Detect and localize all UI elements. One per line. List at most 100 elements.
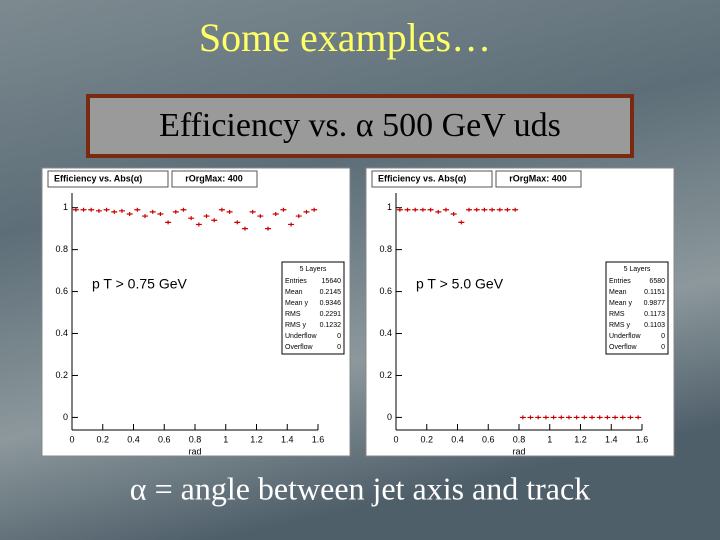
x-tick-label: 1.6 — [636, 434, 649, 444]
tab — [495, 170, 582, 188]
stats-box — [281, 261, 345, 355]
y-tick-label: 0.8 — [379, 244, 392, 254]
stats-value: 0 — [661, 344, 665, 351]
data-point — [180, 207, 187, 212]
data-point — [118, 208, 125, 213]
y-tick-label: 0.6 — [55, 286, 68, 296]
y-tick-label: 0.4 — [379, 328, 392, 338]
data-point — [496, 207, 503, 212]
data-point — [596, 415, 603, 420]
data-point — [288, 222, 295, 227]
stats-box — [605, 261, 669, 355]
data-point — [619, 415, 626, 420]
y-tick-label: 0.8 — [55, 244, 68, 254]
data-point — [635, 415, 642, 420]
data-point — [241, 226, 248, 231]
x-tick-label: 1.2 — [574, 434, 587, 444]
x-tick-label: 0.8 — [513, 434, 526, 444]
data-point — [172, 209, 179, 214]
y-tick-label: 0.2 — [55, 370, 68, 380]
x-tick-label: 0.8 — [189, 434, 202, 444]
stats-value: 0.9346 — [320, 300, 342, 307]
data-point — [535, 415, 542, 420]
data-point — [280, 207, 287, 212]
y-tick-label: 0 — [387, 412, 392, 422]
data-point — [542, 415, 549, 420]
y-tick-label: 1 — [63, 202, 68, 212]
stats-value: 0 — [337, 333, 341, 340]
stats-value: 0.9877 — [644, 300, 666, 307]
stats-value: 0 — [661, 333, 665, 340]
stats-label: Mean y — [285, 300, 308, 307]
data-point — [573, 415, 580, 420]
data-point — [80, 207, 87, 212]
data-point — [88, 207, 95, 212]
y-tick-label: 0.6 — [379, 286, 392, 296]
stats-value: 0.2145 — [320, 289, 342, 296]
stats-label: RMS y — [285, 322, 307, 329]
y-tick-label: 0.4 — [55, 328, 68, 338]
data-point — [558, 415, 565, 420]
stats-label: Entries — [285, 278, 307, 285]
data-point — [527, 415, 534, 420]
data-point — [604, 415, 611, 420]
y-tick-label: 1 — [387, 202, 392, 212]
data-point — [303, 209, 310, 214]
x-tick-label: 1 — [547, 434, 552, 444]
x-tick-label: 0 — [69, 434, 74, 444]
stats-label: Entries — [609, 278, 631, 285]
data-point — [149, 209, 156, 214]
data-point — [504, 207, 511, 212]
stats-label: RMS y — [609, 322, 631, 329]
data-point — [458, 220, 465, 225]
data-point — [165, 220, 172, 225]
annotation: p T > 0.75 GeV — [92, 276, 187, 292]
data-point — [419, 207, 426, 212]
data-point — [519, 415, 526, 420]
stats-value: 15640 — [322, 278, 342, 285]
data-point — [226, 209, 233, 214]
data-point — [435, 209, 442, 214]
tab-label: rOrgMax: 400 — [509, 173, 567, 183]
stats-label: Mean — [609, 289, 627, 296]
stats-value: 0.1151 — [644, 289, 665, 296]
data-point — [249, 209, 256, 214]
y-tick-label: 0.2 — [379, 370, 392, 380]
data-point — [95, 208, 102, 213]
data-point — [612, 415, 619, 420]
data-point — [442, 207, 449, 212]
footer: α = angle between jet axis and track — [130, 470, 590, 506]
data-point — [627, 415, 634, 420]
stats-value: 0.1103 — [644, 322, 665, 329]
x-axis-label: rad — [512, 446, 525, 456]
box-title: Efficiency vs. α 500 GeV uds — [159, 107, 561, 144]
data-point — [134, 207, 141, 212]
data-point — [203, 214, 210, 219]
stats-label: RMS — [285, 311, 301, 318]
x-tick-label: 0 — [393, 434, 398, 444]
data-point — [272, 211, 279, 216]
stats-label: RMS — [609, 311, 625, 318]
data-point — [396, 207, 403, 212]
data-point — [512, 207, 519, 212]
stats-label: Mean — [285, 289, 303, 296]
stats-value: 0 — [337, 344, 341, 351]
data-point — [188, 216, 195, 221]
data-point — [581, 415, 588, 420]
x-axis-label: rad — [188, 446, 201, 456]
data-point — [481, 207, 488, 212]
data-point — [195, 222, 202, 227]
data-point — [550, 415, 557, 420]
stats-label: Mean y — [609, 300, 632, 307]
plot-title: Efficiency vs. Abs(α) — [54, 173, 142, 183]
data-point — [412, 207, 419, 212]
plot-title: Efficiency vs. Abs(α) — [378, 173, 466, 183]
title-box — [86, 94, 634, 158]
x-tick-label: 0.2 — [420, 434, 433, 444]
data-point — [473, 207, 480, 212]
x-tick-label: 0.6 — [158, 434, 171, 444]
data-point — [142, 214, 149, 219]
data-point — [589, 415, 596, 420]
x-tick-label: 0.4 — [127, 434, 140, 444]
